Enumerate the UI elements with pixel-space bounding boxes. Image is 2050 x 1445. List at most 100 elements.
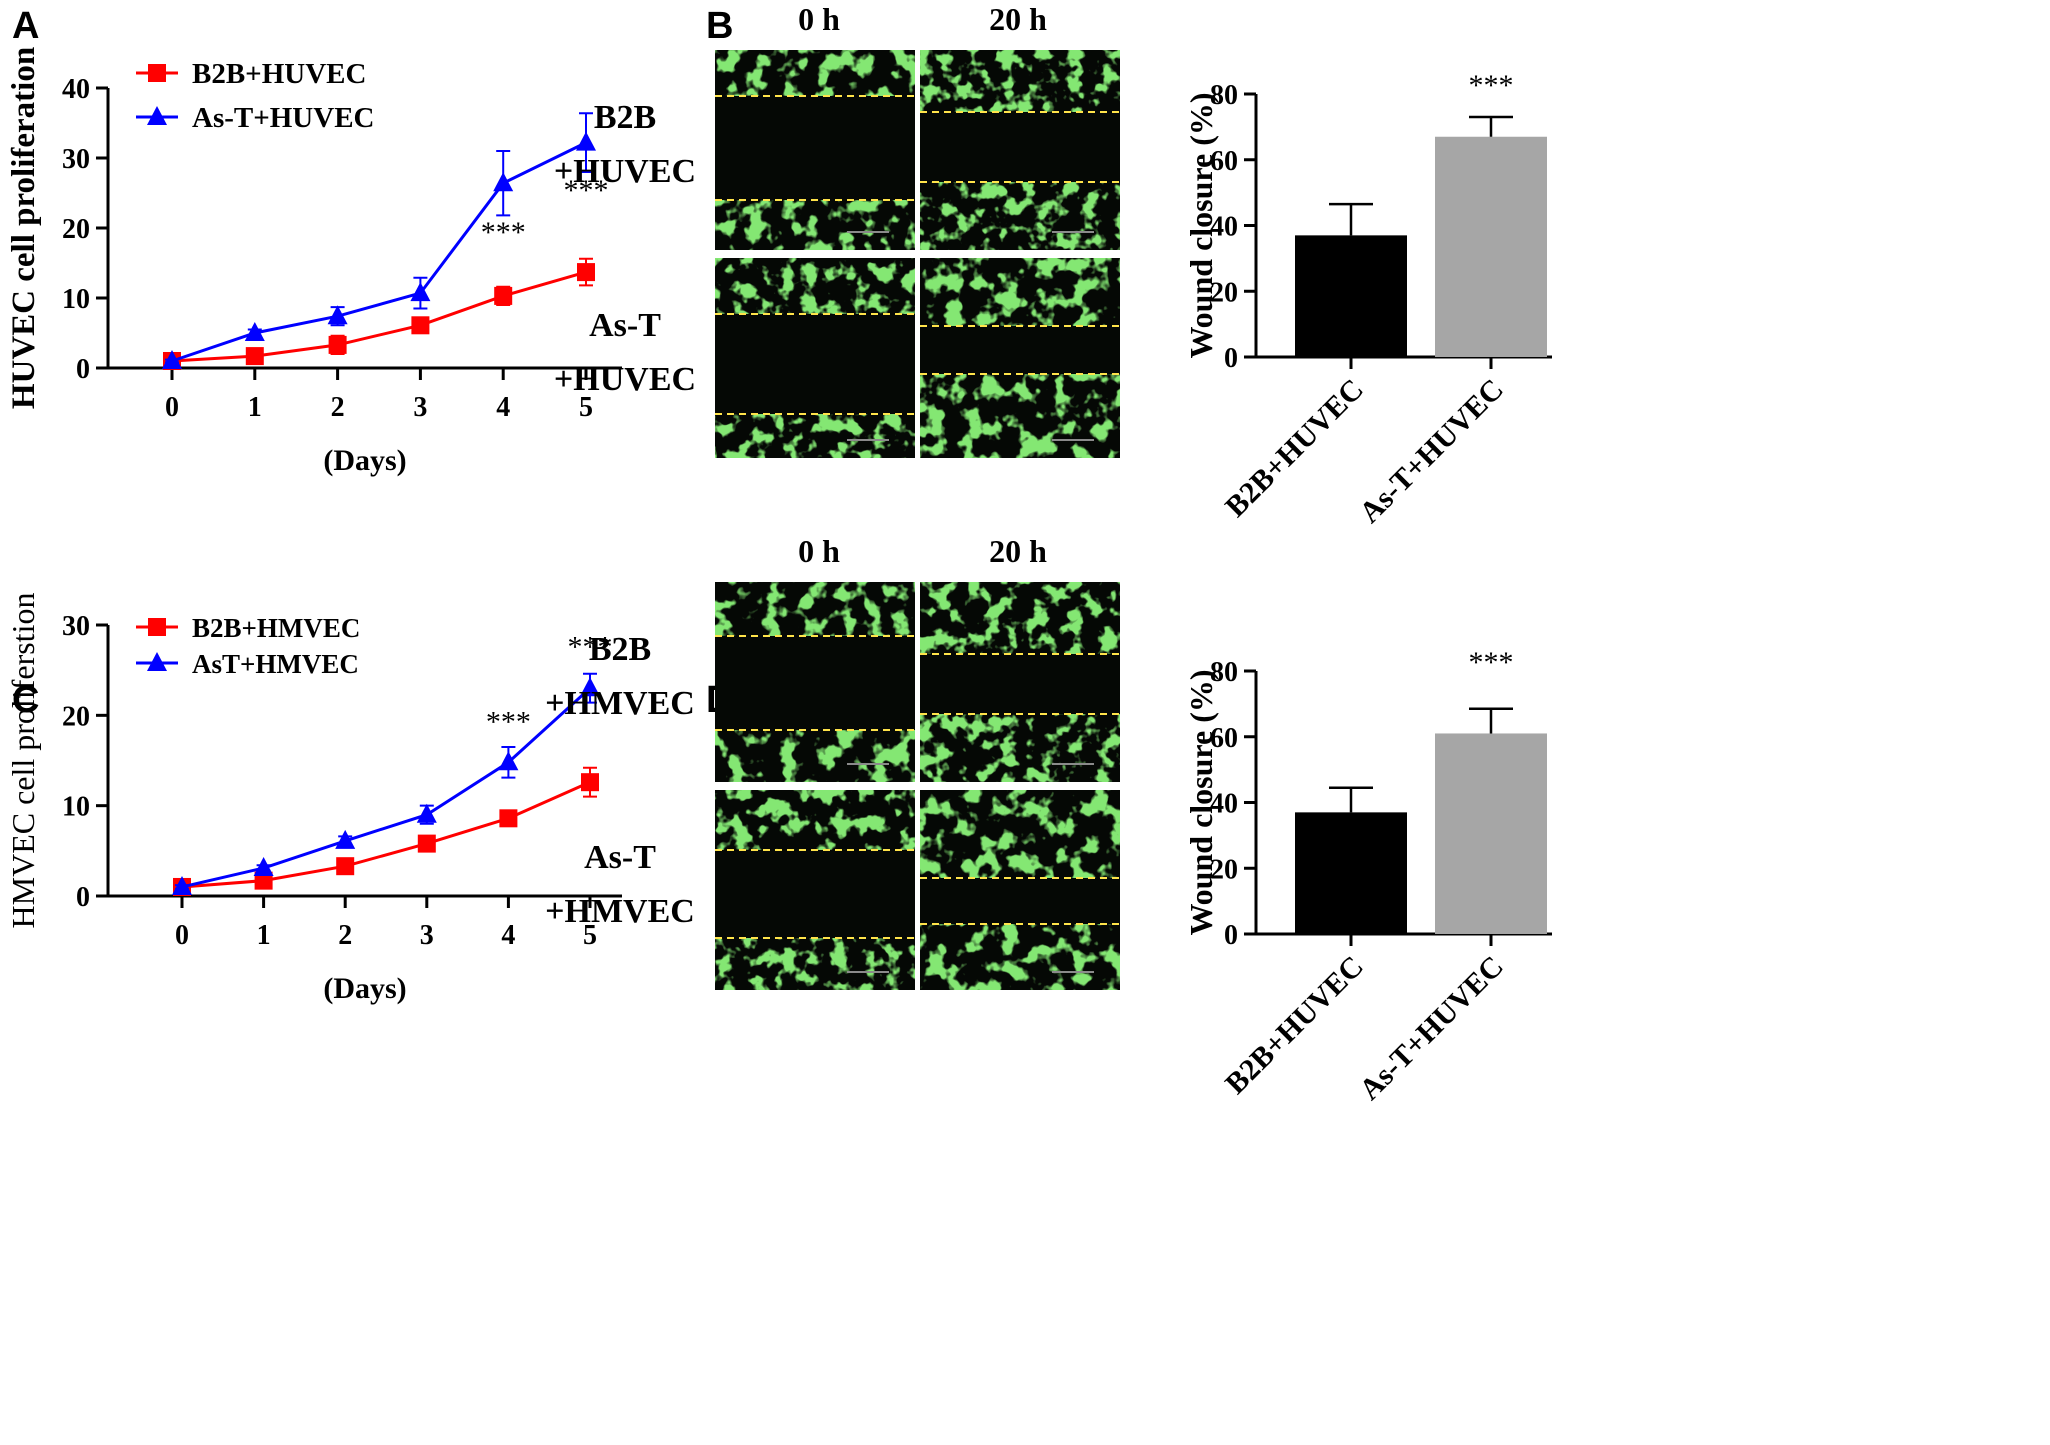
x-tick-label: 1 xyxy=(257,920,271,951)
condition-row-label: B2B xyxy=(594,99,656,136)
y-tick-label: 10 xyxy=(62,284,90,315)
significance-stars: *** xyxy=(568,631,613,664)
x-tick-label: 3 xyxy=(420,920,434,951)
x-tick-label: 3 xyxy=(413,392,427,423)
micrograph-image xyxy=(920,50,1120,250)
x-tick-label: 4 xyxy=(501,920,515,951)
time-column-label: 0 h xyxy=(798,533,840,569)
data-point xyxy=(581,773,599,792)
x-tick-label: 1 xyxy=(248,392,262,423)
chart-a-legend: B2B+HUVEC As-T+HUVEC xyxy=(136,58,374,134)
legend-marker xyxy=(147,652,167,671)
chart-b-bars xyxy=(1295,115,1547,357)
micrograph-image xyxy=(715,582,915,782)
y-tick-label: 60 xyxy=(1210,723,1238,754)
series-line-treated xyxy=(181,687,592,889)
micrograph-image xyxy=(715,790,915,990)
chart-c-proliferation-hmvec: 0 10 20 30 0 1 2 3 4 5 (Days) HMVEC cell proliferst… xyxy=(5,593,622,1005)
data-point xyxy=(499,809,518,828)
chart-c-annotations: *** *** xyxy=(486,631,613,739)
x-tick-label: 2 xyxy=(331,392,345,423)
time-column-label: 20 h xyxy=(989,533,1047,569)
bar xyxy=(1295,235,1407,357)
series-line-control xyxy=(171,270,587,363)
legend-entry: B2B+HMVEC xyxy=(192,613,360,643)
y-tick-label: 0 xyxy=(1224,343,1238,374)
legend-marker xyxy=(147,106,167,125)
micrograph-grid-d: 0 h 20 h B2B +HMVEC As-T +HMVEC xyxy=(545,533,1120,990)
y-axis-title: Wound closure (%) xyxy=(1183,669,1219,935)
panel-letter-c: C xyxy=(12,679,39,721)
legend-entry: B2B+HUVEC xyxy=(192,58,366,90)
legend-entry: As-T+HUVEC xyxy=(192,102,374,134)
significance-stars: *** xyxy=(481,216,526,249)
data-point xyxy=(162,350,182,369)
data-point xyxy=(494,286,513,305)
x-axis-title: (Days) xyxy=(323,972,406,1005)
chart-c-legend: B2B+HMVEC AsT+HMVEC xyxy=(136,613,360,679)
y-tick-label: 40 xyxy=(62,74,90,105)
y-tick-label: 0 xyxy=(76,882,90,913)
significance-stars: *** xyxy=(564,174,609,207)
panel-letter-a: A xyxy=(12,5,39,47)
y-tick-label: 0 xyxy=(76,354,90,385)
y-tick-label: 20 xyxy=(62,214,90,245)
chart-a-axes: 0 10 20 30 40 0 1 2 3 4 5 (Days) HUVEC cell prolifer… xyxy=(6,47,622,477)
y-tick-label: 80 xyxy=(1210,80,1238,111)
data-point xyxy=(253,856,274,876)
chart-c-series xyxy=(172,672,600,896)
y-axis-title: Wound closure (%) xyxy=(1183,92,1219,358)
error-bar xyxy=(1329,202,1373,236)
data-point xyxy=(245,347,264,366)
y-tick-label: 20 xyxy=(1210,277,1238,308)
x-category-label: B2B+HUVEC xyxy=(1219,950,1370,1101)
bar xyxy=(1295,812,1407,934)
condition-row-label: +HUVEC xyxy=(554,361,696,398)
x-category-label: As-T+HUVEC xyxy=(1353,950,1510,1107)
legend-entry: AsT+HMVEC xyxy=(192,649,359,679)
significance-stars: *** xyxy=(1469,646,1514,679)
x-tick-label: 4 xyxy=(496,392,510,423)
data-point xyxy=(417,834,436,853)
error-bar xyxy=(1469,115,1513,137)
micrograph-image xyxy=(920,258,1120,458)
condition-row-label: As-T xyxy=(589,307,661,344)
y-tick-label: 20 xyxy=(1210,854,1238,885)
significance-stars: *** xyxy=(486,706,531,739)
x-axis-title: (Days) xyxy=(323,444,406,477)
x-category-label: As-T+HUVEC xyxy=(1353,373,1510,530)
chart-a-proliferation-huvec: 0 10 20 30 40 0 1 2 3 4 5 (Days) HUVEC cell prolifer… xyxy=(6,47,622,477)
chart-a-series xyxy=(162,112,596,370)
time-column-label: 20 h xyxy=(989,1,1047,37)
chart-c-axes: 0 10 20 30 0 1 2 3 4 5 (Days) HMVEC cell proliferst… xyxy=(5,593,622,1005)
data-point xyxy=(327,305,348,325)
panel-letter-b: B xyxy=(706,5,733,47)
micrograph-image xyxy=(715,50,915,250)
x-tick-label: 0 xyxy=(175,920,189,951)
bar xyxy=(1435,733,1547,934)
data-point xyxy=(244,322,265,341)
y-tick-label: 60 xyxy=(1210,146,1238,177)
data-point xyxy=(335,829,356,849)
error-bar xyxy=(1469,707,1513,734)
chart-b-annotations: *** xyxy=(1469,69,1514,102)
data-point xyxy=(576,131,596,151)
chart-d-annotations: *** xyxy=(1469,646,1514,679)
legend-marker xyxy=(148,64,166,82)
condition-row-label: As-T xyxy=(584,839,656,876)
legend-marker xyxy=(148,618,166,636)
condition-row-label: +HMVEC xyxy=(545,893,695,930)
data-point xyxy=(498,751,519,771)
data-point xyxy=(411,316,430,335)
y-tick-label: 80 xyxy=(1210,657,1238,688)
micrograph-image xyxy=(920,582,1120,782)
y-tick-label: 40 xyxy=(1210,789,1238,820)
y-axis-title: HMVEC cell proliferstion xyxy=(5,593,41,929)
micrograph-image xyxy=(920,790,1120,990)
time-column-label: 0 h xyxy=(798,1,840,37)
series-line-control xyxy=(181,780,591,889)
x-tick-label: 2 xyxy=(338,920,352,951)
condition-row-label: +HUVEC xyxy=(554,153,696,190)
